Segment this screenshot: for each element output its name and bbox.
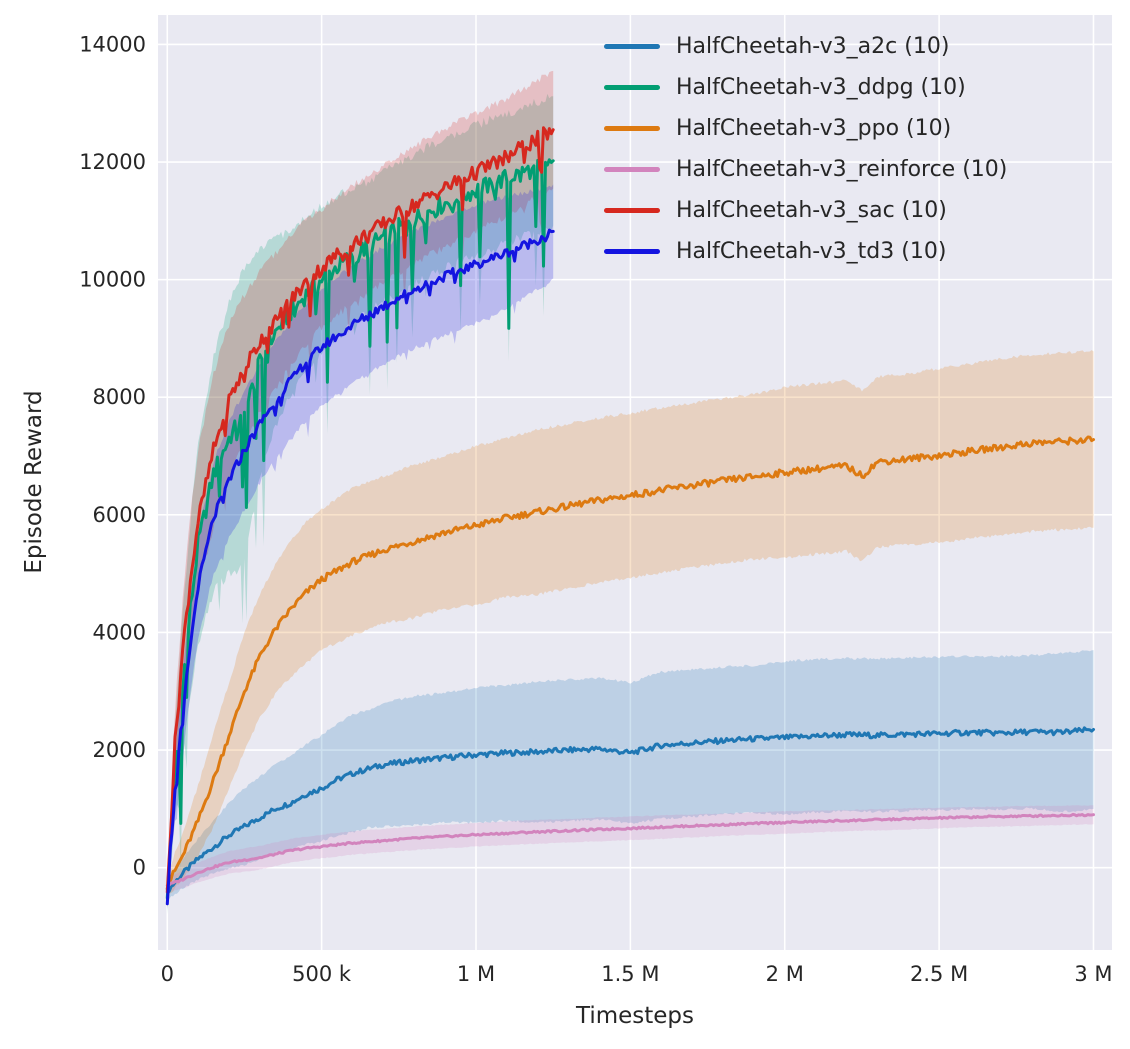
x-tick-label: 500 k (292, 962, 352, 986)
legend-swatch-ddpg (604, 85, 660, 90)
line-reinforce (165, 812, 1095, 887)
legend-label-reinforce: HalfCheetah-v3_reinforce (10) (676, 157, 1008, 182)
band-td3 (167, 184, 554, 909)
band-sac (167, 70, 554, 910)
x-tick-label: 0 (161, 962, 174, 986)
legend-label-a2c: HalfCheetah-v3_a2c (10) (676, 34, 950, 59)
line-a2c (165, 726, 1095, 893)
x-tick-label: 2 M (766, 962, 804, 986)
legend-item-ddpg: HalfCheetah-v3_ddpg (10) (604, 67, 1007, 108)
legend: HalfCheetah-v3_a2c (10) HalfCheetah-v3_dd… (604, 26, 1007, 272)
band-ppo (167, 350, 1094, 898)
legend-label-ddpg: HalfCheetah-v3_ddpg (10) (676, 75, 966, 100)
x-axis-label: Timesteps (575, 1003, 695, 1029)
band-a2c (167, 650, 1094, 901)
y-tick-label: 10000 (79, 268, 146, 292)
legend-swatch-a2c (604, 44, 660, 49)
band-ddpg (167, 93, 554, 915)
legend-label-sac: HalfCheetah-v3_sac (10) (676, 198, 947, 223)
line-td3 (165, 228, 555, 906)
y-axis-label: Episode Reward (21, 390, 47, 574)
legend-swatch-sac (604, 208, 660, 213)
legend-label-ppo: HalfCheetah-v3_ppo (10) (676, 116, 952, 141)
x-tick-label: 3 M (1074, 962, 1112, 986)
legend-swatch-ppo (604, 126, 660, 131)
y-tick-label: 12000 (79, 150, 146, 174)
legend-item-a2c: HalfCheetah-v3_a2c (10) (604, 26, 1007, 67)
line-ppo (165, 435, 1095, 890)
y-tick-label: 4000 (93, 620, 146, 644)
legend-item-ppo: HalfCheetah-v3_ppo (10) (604, 108, 1007, 149)
x-tick-label: 2.5 M (910, 962, 968, 986)
legend-swatch-td3 (604, 249, 660, 254)
y-tick-label: 0 (133, 856, 146, 880)
y-tick-label: 14000 (79, 32, 146, 56)
line-ddpg (165, 158, 555, 900)
y-tick-label: 2000 (93, 738, 146, 762)
band-reinforce (167, 805, 1094, 893)
x-tick-label: 1.5 M (601, 962, 659, 986)
legend-item-sac: HalfCheetah-v3_sac (10) (604, 190, 1007, 231)
series-layer (165, 70, 1095, 915)
x-tick-label: 1 M (457, 962, 495, 986)
legend-item-reinforce: HalfCheetah-v3_reinforce (10) (604, 149, 1007, 190)
legend-item-td3: HalfCheetah-v3_td3 (10) (604, 231, 1007, 272)
y-tick-label: 6000 (93, 503, 146, 527)
legend-swatch-reinforce (604, 167, 660, 172)
line-sac (165, 126, 555, 894)
legend-label-td3: HalfCheetah-v3_td3 (10) (676, 239, 947, 264)
y-tick-label: 8000 (93, 385, 146, 409)
